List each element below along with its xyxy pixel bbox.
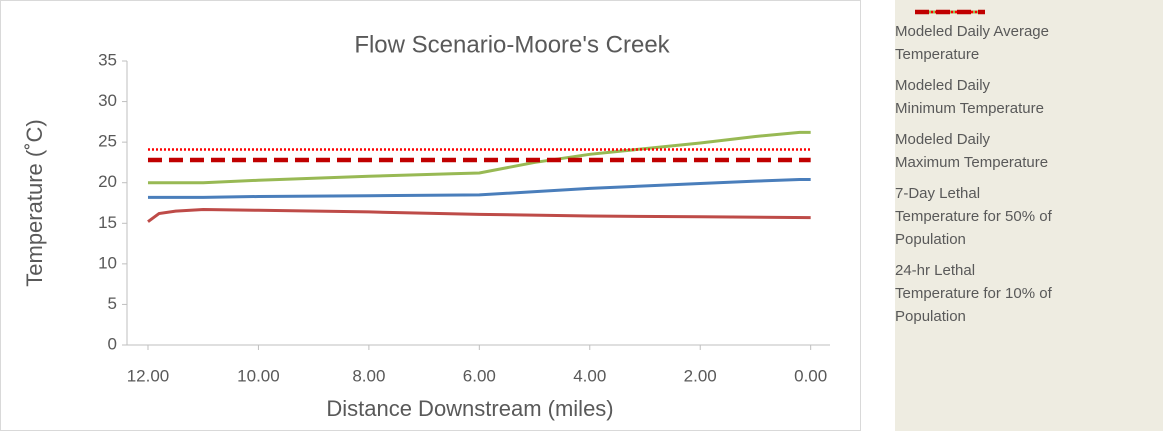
legend-item: 7-Day Lethal Temperature for 50% of Popu… [895, 10, 1163, 251]
y-tick-label: 25 [98, 132, 117, 151]
x-tick-label: 0.00 [794, 366, 827, 385]
legend-label: Modeled Daily Minimum Temperature [895, 77, 1044, 117]
y-tick-label: 20 [98, 172, 117, 191]
x-axis-label: Distance Downstream (miles) [326, 396, 613, 421]
legend-item: Modeled Daily Maximum Temperature [895, 10, 1163, 174]
x-tick-label: 4.00 [573, 366, 606, 385]
x-tick-label: 6.00 [463, 366, 496, 385]
y-tick-label: 10 [98, 253, 117, 272]
x-tick-label: 12.00 [127, 366, 170, 385]
legend-label: 24-hr Lethal Temperature for 10% of Popu… [895, 262, 1052, 325]
x-tick-label: 8.00 [352, 366, 385, 385]
legend-item: Modeled Daily Minimum Temperature [895, 10, 1163, 120]
y-tick-label: 35 [98, 50, 117, 69]
y-tick-label: 30 [98, 91, 117, 110]
y-tick-label: 15 [98, 213, 117, 232]
legend-item: 24-hr Lethal Temperature for 10% of Popu… [895, 9, 1163, 328]
series-line [147, 177, 811, 199]
y-axis-label: Temperature (˚C) [22, 119, 47, 286]
series-line [147, 207, 811, 223]
legend-item: Modeled Daily Average Temperature [895, 10, 1163, 66]
legend-label: 7-Day Lethal Temperature for 50% of Popu… [895, 185, 1052, 248]
chart: Flow Scenario-Moore's Creek Distance Dow… [0, 0, 861, 431]
y-tick-label: 0 [108, 334, 117, 353]
legend-label: Modeled Daily Average Temperature [895, 23, 1049, 63]
legend-swatch [915, 9, 985, 15]
chart-title: Flow Scenario-Moore's Creek [354, 31, 670, 58]
x-tick-label: 10.00 [237, 366, 280, 385]
y-tick-label: 5 [108, 294, 117, 313]
legend-label: Modeled Daily Maximum Temperature [895, 131, 1049, 171]
series-line [147, 130, 811, 185]
legend: Modeled Daily Average Temperature Modeled… [895, 0, 1163, 431]
x-tick-label: 2.00 [684, 366, 717, 385]
